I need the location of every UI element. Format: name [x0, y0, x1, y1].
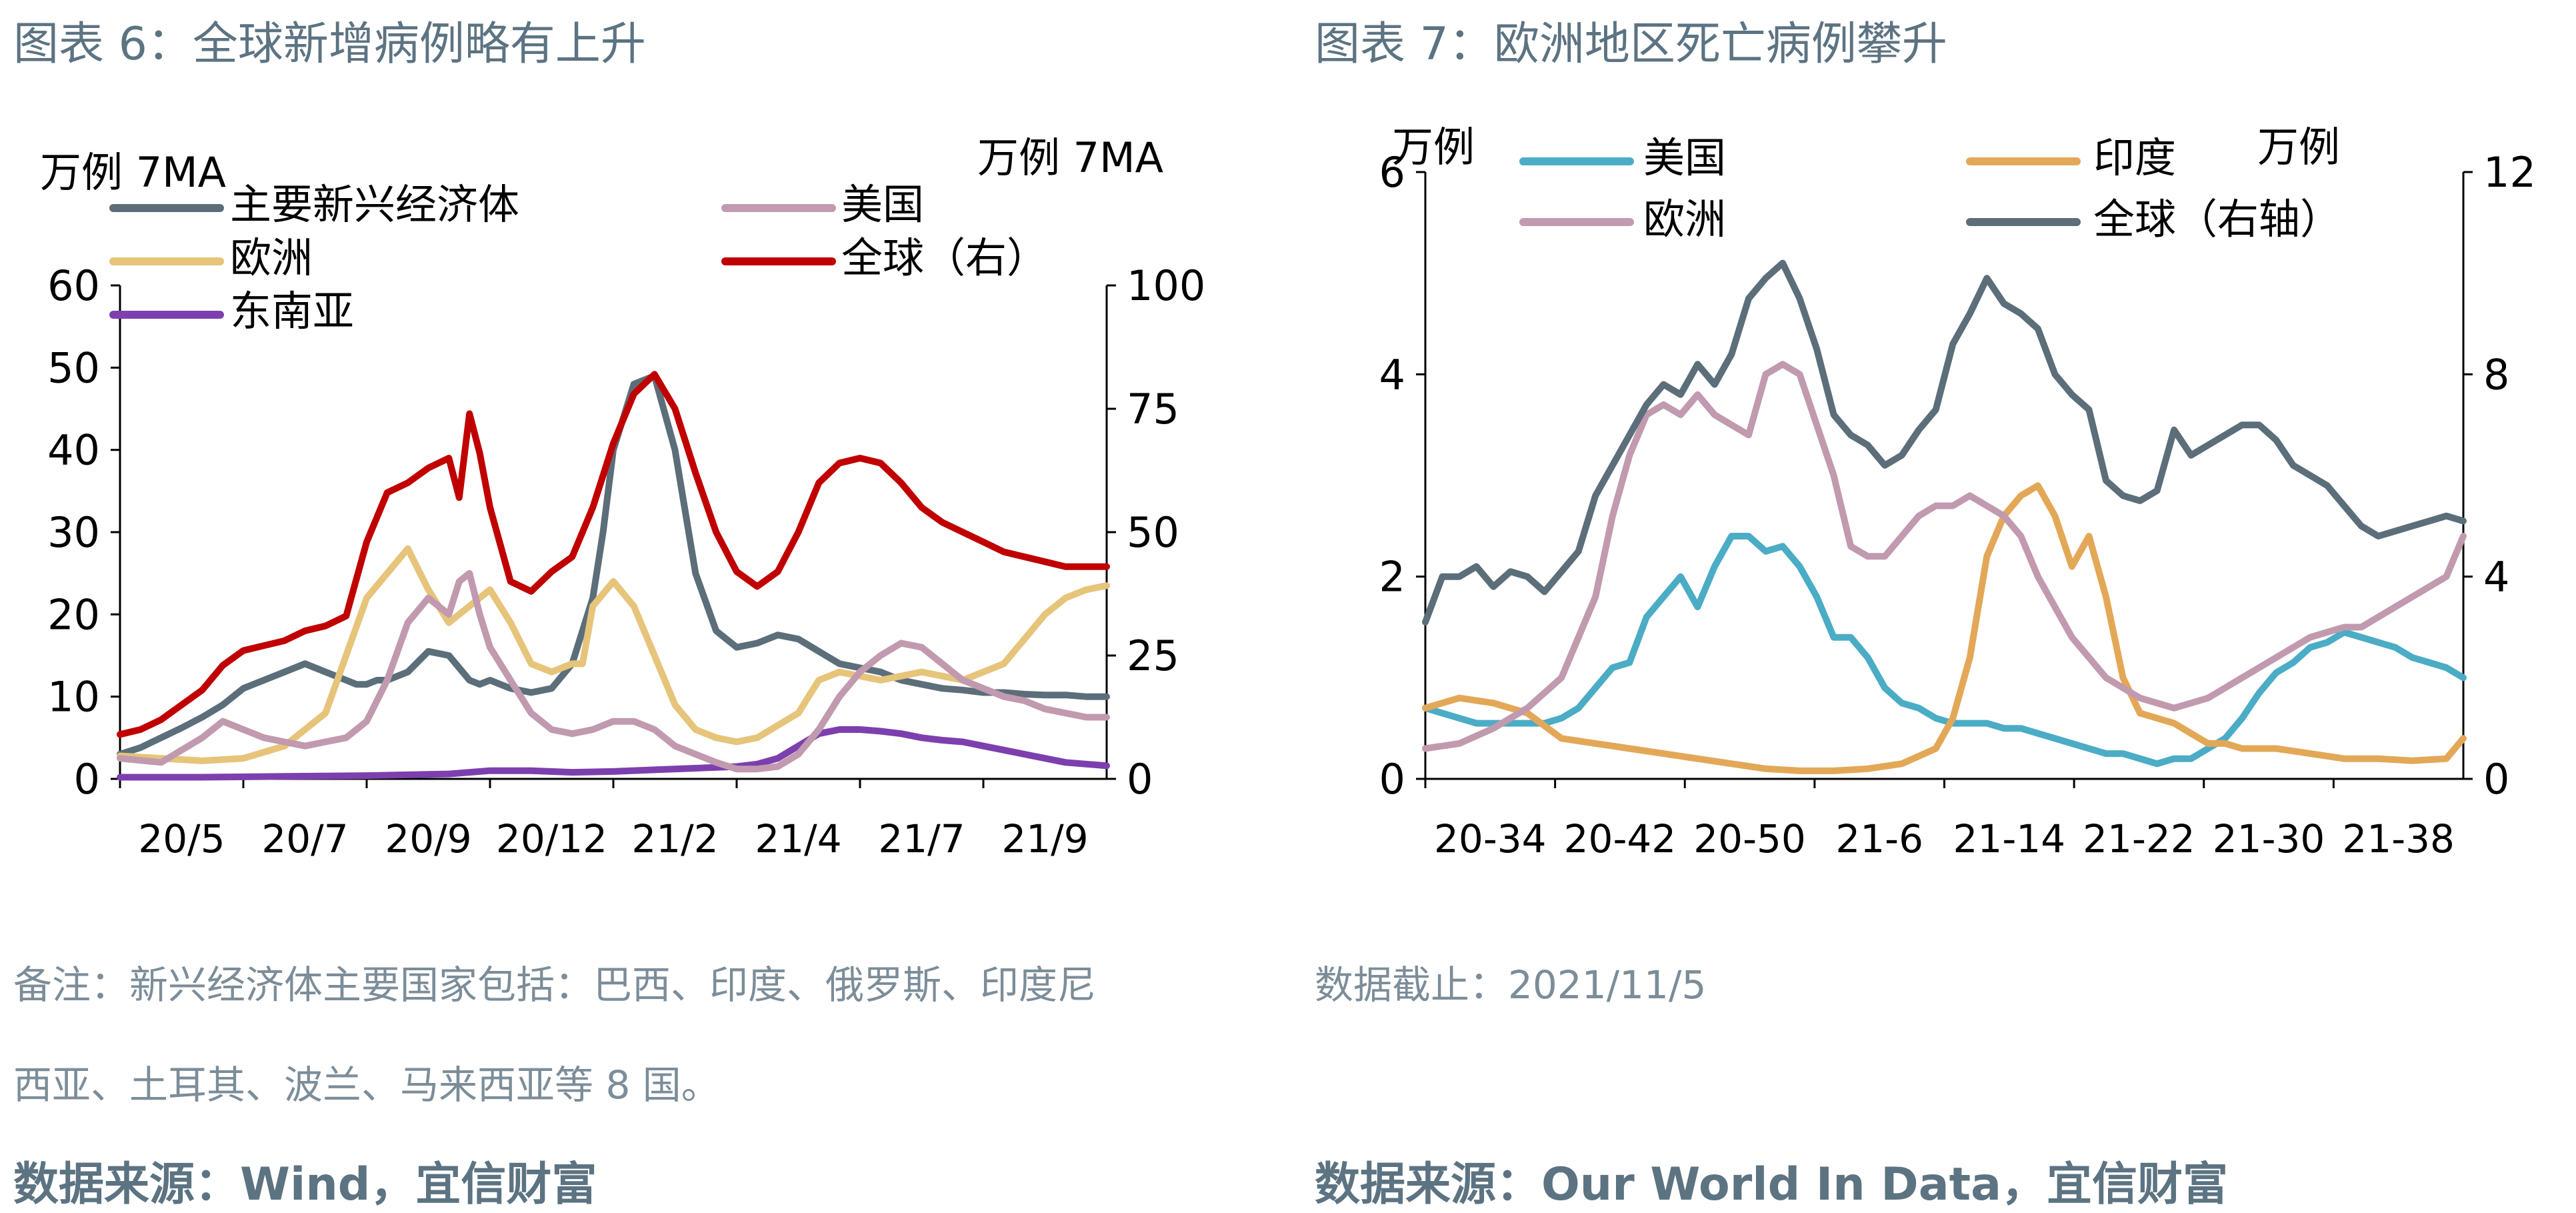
- left-x-tick-label: 20/7: [261, 816, 348, 862]
- right-legend-label-0: 美国: [1643, 133, 1726, 182]
- left-x-tick-label: 21/2: [631, 816, 718, 862]
- left-y-axis-label-right: 万例 7MA: [977, 133, 1163, 182]
- right-y-tick-label-right: 4: [2483, 553, 2509, 601]
- right-x-tick-label: 21-38: [2342, 816, 2455, 862]
- left-legend-label-4: 全球（右）: [841, 233, 1048, 282]
- right-x-tick-label: 20-34: [1434, 816, 1547, 862]
- left-y-tick-label-right: 25: [1127, 632, 1179, 680]
- left-y-tick-label-left: 40: [47, 426, 100, 475]
- right-y-tick-label-right: 0: [2483, 755, 2509, 804]
- left-x-tick-label: 20/5: [138, 816, 225, 862]
- left-series-line-1: [117, 545, 1110, 764]
- right-chart: 0 2 4 6 0 4 8 12 20-34 20-42 20-50 21-6 21-14 21-22 21…: [1379, 123, 2536, 862]
- right-series-line-1: [1422, 482, 2467, 774]
- right-y-axis-label-right: 万例: [2257, 123, 2340, 171]
- left-series-line-0: [117, 372, 1110, 758]
- left-y-tick-label-left: 0: [74, 755, 100, 804]
- left-y-tick-label-left: 50: [47, 343, 100, 392]
- left-chart: 0 10 20 30 40 50 60 0 25 50 75 100 20/5 20/7 20/9 20/12…: [40, 133, 1205, 862]
- right-note: 数据截止：2021/11/5: [1315, 962, 1707, 1008]
- right-series-line-3: [1422, 259, 2467, 626]
- right-y-tick-label-right: 12: [2483, 148, 2536, 197]
- right-legend-label-1: 印度: [2093, 133, 2176, 182]
- right-legend-label-3: 全球（右轴）: [2093, 195, 2341, 243]
- left-y-tick-label-right: 100: [1127, 261, 1205, 310]
- right-y-axis-label-left: 万例: [1392, 123, 1475, 171]
- left-legend-label-3: 美国: [841, 180, 924, 229]
- right-x-tick-label: 21-22: [2083, 816, 2195, 862]
- left-series-line-4: [117, 371, 1110, 738]
- left-legend-label-0: 主要新兴经济体: [230, 180, 519, 229]
- left-x-tick-label: 20/12: [496, 816, 607, 862]
- right-legend-label-2: 欧洲: [1643, 195, 1726, 243]
- left-note-line1: 备注：新兴经济体主要国家包括：巴西、印度、俄罗斯、印度尼: [13, 962, 1097, 1008]
- right-y-tick-label-left: 6: [1379, 148, 1405, 197]
- right-series-line-0: [1422, 533, 2467, 768]
- left-y-tick-label-left: 20: [47, 590, 100, 639]
- left-source: 数据来源：Wind，宜信财富: [13, 1158, 597, 1211]
- left-legend-label-2: 东南亚: [230, 287, 354, 335]
- right-source: 数据来源：Our World In Data，宜信财富: [1315, 1158, 2229, 1211]
- left-legend-label-1: 欧洲: [230, 233, 313, 282]
- left-y-tick-label-right: 50: [1127, 508, 1179, 557]
- right-x-tick-label: 21-30: [2213, 816, 2325, 862]
- left-figure-title: 图表 6：全球新增病例略有上升: [13, 18, 646, 71]
- right-y-tick-label-left: 4: [1379, 350, 1405, 399]
- left-y-axis-label-left: 万例 7MA: [40, 148, 226, 197]
- left-y-tick-label-left: 60: [47, 261, 100, 310]
- right-y-tick-label-right: 8: [2483, 350, 2509, 399]
- right-figure-title: 图表 7：欧洲地区死亡病例攀升: [1315, 18, 1947, 71]
- left-y-tick-label-right: 0: [1127, 755, 1153, 804]
- right-x-tick-label: 20-50: [1693, 816, 1806, 862]
- left-x-tick-label: 20/9: [385, 816, 471, 862]
- left-series-line-3: [117, 569, 1110, 773]
- right-series-line-2: [1422, 361, 2467, 752]
- right-y-tick-label-left: 0: [1379, 755, 1405, 804]
- left-note-line2: 西亚、土耳其、波兰、马来西亚等 8 国。: [13, 1062, 720, 1108]
- left-x-tick-label: 21/4: [755, 816, 841, 862]
- left-y-tick-label-right: 75: [1127, 385, 1179, 433]
- left-x-tick-label: 21/9: [1001, 816, 1088, 862]
- right-x-tick-label: 21-14: [1953, 816, 2066, 862]
- right-x-tick-label: 20-42: [1564, 816, 1677, 862]
- right-y-tick-label-left: 2: [1379, 553, 1405, 601]
- left-y-tick-label-left: 30: [47, 508, 100, 557]
- left-y-tick-label-left: 10: [47, 673, 100, 722]
- left-x-tick-label: 21/7: [878, 816, 965, 862]
- right-x-tick-label: 21-6: [1835, 816, 1923, 862]
